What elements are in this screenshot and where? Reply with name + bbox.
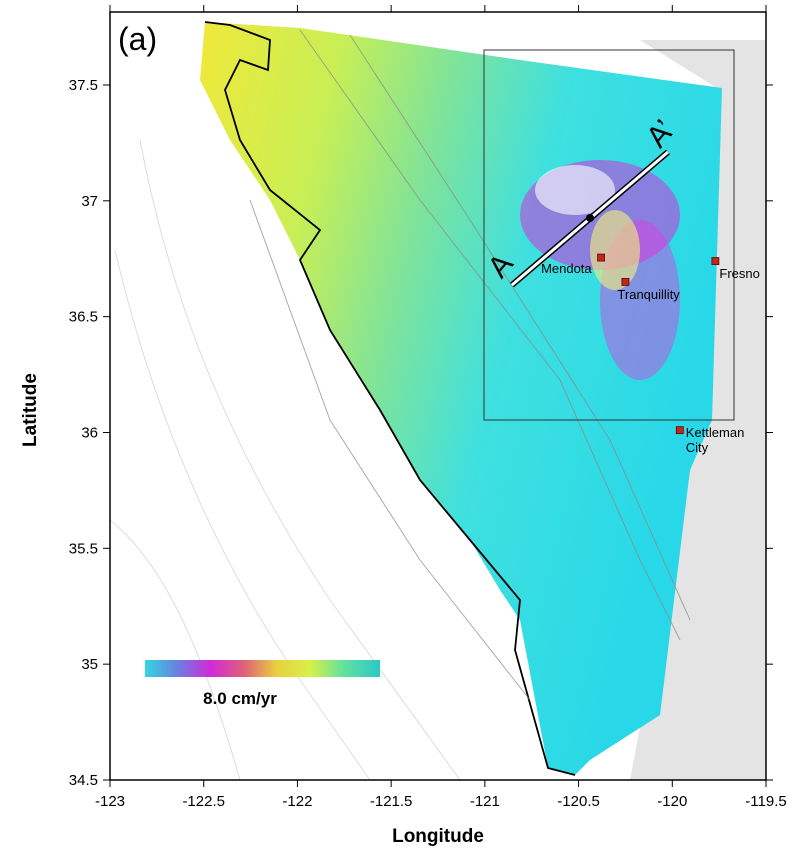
city-label: Mendota	[541, 260, 592, 276]
city-marker	[621, 278, 630, 286]
y-axis-label: Latitude	[20, 373, 41, 447]
panel-label: (a)	[118, 21, 157, 57]
y-tick-label: 37.5	[69, 77, 98, 94]
city-marker	[711, 257, 720, 265]
y-tick-label: 37	[81, 193, 98, 210]
colorbar	[145, 660, 380, 677]
city-label: Tranquillity	[617, 286, 680, 302]
x-tick-label: -120.5	[557, 793, 600, 810]
city-label: Tranquillity	[617, 286, 680, 302]
x-tick-label: -121	[470, 793, 500, 810]
profile-line	[510, 149, 670, 288]
x-tick-label: -122	[282, 793, 312, 810]
x-tick-label: -121.5	[370, 793, 413, 810]
city-label: Kettleman City	[685, 425, 745, 456]
colorbar-label: 8.0 cm/yr	[203, 689, 277, 708]
city-label: Kettleman City	[685, 425, 745, 456]
city-label: Fresno	[719, 266, 760, 282]
x-tick-label: -123	[95, 793, 125, 810]
y-tick-label: 34.5	[69, 772, 98, 789]
study-box	[483, 49, 735, 421]
y-tick-label: 35.5	[69, 540, 98, 557]
city-label: Fresno	[719, 266, 760, 282]
x-tick-label: -120	[657, 793, 687, 810]
y-tick-label: 35	[81, 656, 98, 673]
x-axis-label: Longitude	[392, 826, 484, 847]
city-marker	[597, 253, 605, 262]
map-imagery	[110, 12, 766, 780]
x-tick-label: -119.5	[745, 793, 786, 810]
plot-frame	[109, 11, 767, 781]
y-tick-label: 36	[81, 424, 98, 441]
y-tick-label: 36.5	[69, 309, 98, 326]
city-label: Mendota	[541, 260, 592, 276]
x-tick-label: -122.5	[182, 793, 225, 810]
city-marker	[675, 426, 684, 435]
